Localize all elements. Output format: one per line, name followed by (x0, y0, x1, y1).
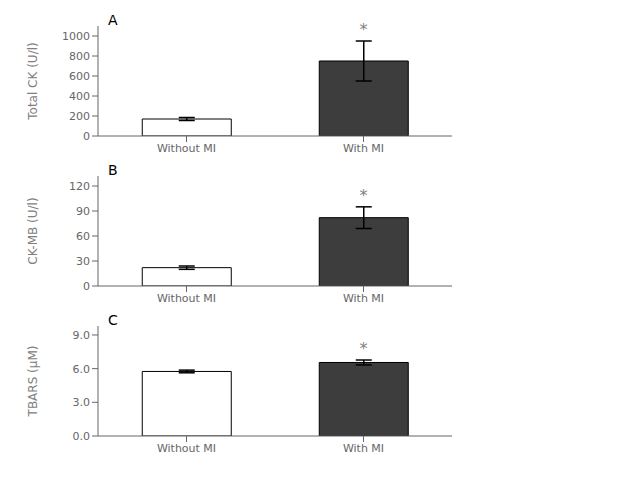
svg-text:0: 0 (83, 130, 90, 143)
svg-text:With MI: With MI (343, 142, 384, 155)
svg-text:3.0: 3.0 (73, 396, 91, 409)
svg-text:With MI: With MI (343, 292, 384, 305)
svg-text:400: 400 (69, 90, 90, 103)
svg-text:9.0: 9.0 (73, 329, 91, 342)
svg-text:*: * (360, 339, 368, 358)
svg-text:0.0: 0.0 (73, 430, 91, 443)
svg-text:Without MI: Without MI (157, 442, 216, 455)
svg-text:Without MI: Without MI (157, 292, 216, 305)
svg-text:120: 120 (69, 180, 90, 193)
svg-text:800: 800 (69, 50, 90, 63)
svg-text:6.0: 6.0 (73, 363, 91, 376)
svg-text:0: 0 (83, 280, 90, 293)
html-text:A: A (108, 12, 118, 28)
svg-text:*: * (360, 20, 368, 39)
svg-text:60: 60 (76, 230, 90, 243)
html-text:B: B (108, 162, 118, 178)
html-text:C: C (108, 312, 118, 328)
svg-text:Total CK (U/l): Total CK (U/l) (26, 42, 40, 120)
svg-text:Without MI: Without MI (157, 142, 216, 155)
svg-text:90: 90 (76, 205, 90, 218)
svg-text:TBARS (μM): TBARS (μM) (26, 346, 40, 418)
svg-text:1000: 1000 (62, 30, 90, 43)
svg-text:With MI: With MI (343, 442, 384, 455)
svg-text:CK-MB (U/l): CK-MB (U/l) (26, 197, 40, 264)
svg-text:200: 200 (69, 110, 90, 123)
svg-text:600: 600 (69, 70, 90, 83)
svg-text:*: * (360, 186, 368, 205)
svg-text:30: 30 (76, 255, 90, 268)
